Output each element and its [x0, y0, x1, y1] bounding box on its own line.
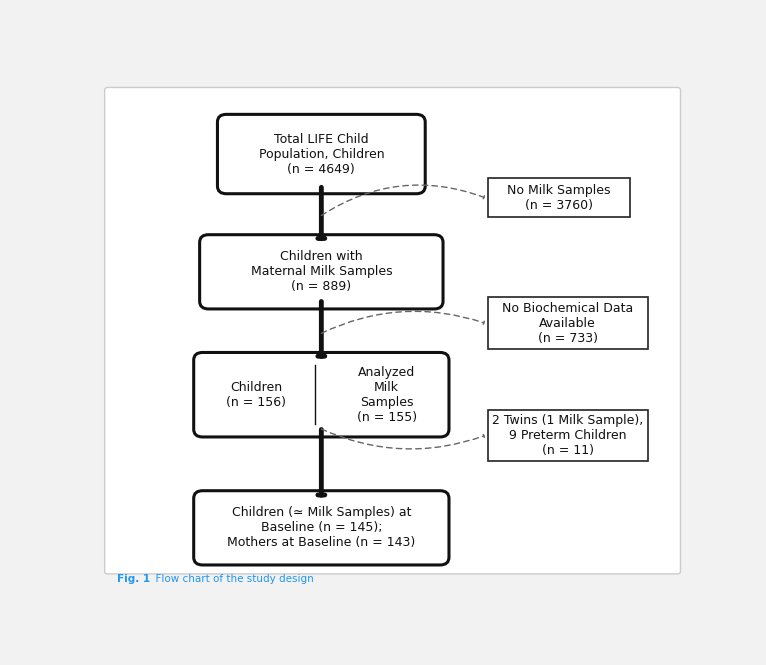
Text: No Biochemical Data
Available
(n = 733): No Biochemical Data Available (n = 733): [502, 301, 633, 344]
Text: Flow chart of the study design: Flow chart of the study design: [149, 574, 314, 584]
Text: Children
(n = 156): Children (n = 156): [226, 380, 286, 409]
Text: Children with
Maternal Milk Samples
(n = 889): Children with Maternal Milk Samples (n =…: [250, 250, 392, 293]
Text: Analyzed
Milk
Samples
(n = 155): Analyzed Milk Samples (n = 155): [357, 366, 417, 424]
Bar: [488, 410, 648, 462]
Bar: [488, 297, 648, 348]
Text: No Milk Samples
(n = 3760): No Milk Samples (n = 3760): [507, 184, 611, 211]
Text: Total LIFE Child
Population, Children
(n = 4649): Total LIFE Child Population, Children (n…: [258, 132, 385, 176]
FancyBboxPatch shape: [194, 352, 449, 437]
FancyBboxPatch shape: [105, 88, 680, 574]
FancyBboxPatch shape: [200, 235, 443, 309]
Text: 2 Twins (1 Milk Sample),
9 Preterm Children
(n = 11): 2 Twins (1 Milk Sample), 9 Preterm Child…: [492, 414, 643, 457]
Text: Children (≃ Milk Samples) at
Baseline (n = 145);
Mothers at Baseline (n = 143): Children (≃ Milk Samples) at Baseline (n…: [228, 506, 415, 549]
Bar: [488, 178, 630, 217]
FancyBboxPatch shape: [194, 491, 449, 565]
FancyBboxPatch shape: [218, 114, 425, 194]
Text: Fig. 1: Fig. 1: [116, 574, 149, 584]
